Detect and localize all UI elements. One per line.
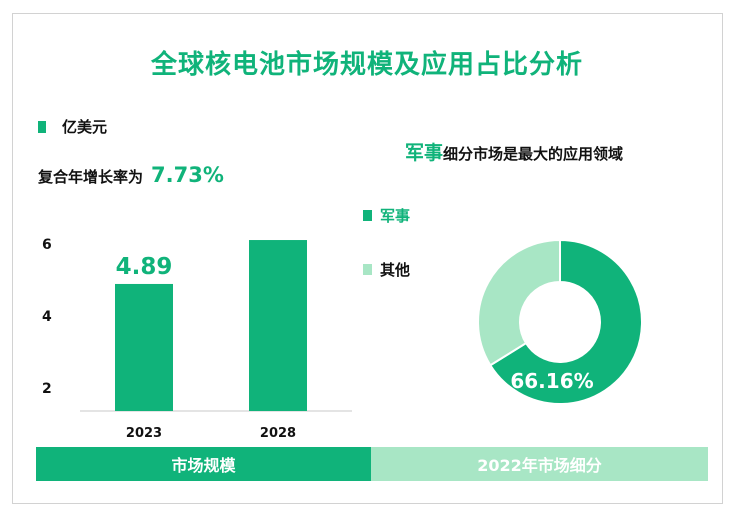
unit-legend: 亿美元 xyxy=(38,116,107,137)
legend-label-military: 军事 xyxy=(380,207,411,225)
y-tick-label: 4 xyxy=(42,309,52,325)
bottom-label-market-size: 市场规模 xyxy=(36,447,371,481)
donut-slice-1 xyxy=(477,238,561,367)
y-tick-label: 2 xyxy=(42,381,52,397)
x-tick-label: 2028 xyxy=(260,426,296,441)
cagr-value: 7.73% xyxy=(151,163,224,187)
pie-header-accent: 军事 xyxy=(405,142,444,164)
unit-legend-swatch xyxy=(38,120,46,133)
legend-item-other: 其他 xyxy=(363,259,410,280)
legend-swatch-military xyxy=(363,210,372,221)
cagr-label: 复合年增长率为 xyxy=(38,168,144,186)
legend-swatch-other xyxy=(363,264,372,275)
bar-data-label: 4.89 xyxy=(116,254,173,280)
legend-item-military: 军事 xyxy=(363,205,410,226)
pie-header-text: 细分市场是最大的应用领域 xyxy=(443,145,624,163)
bar-2023 xyxy=(115,283,173,411)
page-title: 全球核电池市场规模及应用占比分析 xyxy=(150,50,583,80)
donut-slice-0 xyxy=(488,238,643,405)
unit-label: 亿美元 xyxy=(62,118,108,136)
legend-label-other: 其他 xyxy=(380,261,411,279)
bottom-label-segment: 2022年市场细分 xyxy=(371,447,708,481)
bar-2028 xyxy=(249,240,307,411)
donut-slice-label: 66.16% xyxy=(510,369,593,393)
y-tick-label: 6 xyxy=(42,237,52,253)
cagr-row: 复合年增长率为 7.73% xyxy=(38,163,224,187)
x-tick-label: 2023 xyxy=(126,426,162,441)
pie-header: 军事 细分市场是最大的应用领域 xyxy=(405,138,623,165)
